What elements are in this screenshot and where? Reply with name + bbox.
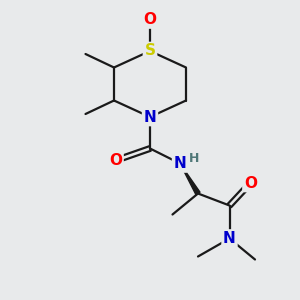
Text: N: N <box>144 110 156 124</box>
Text: H: H <box>189 152 200 165</box>
Text: O: O <box>244 176 257 190</box>
Text: O: O <box>109 153 122 168</box>
Text: S: S <box>145 44 155 59</box>
Text: O: O <box>143 12 157 27</box>
Text: N: N <box>223 231 236 246</box>
Polygon shape <box>180 164 200 195</box>
Text: N: N <box>174 156 186 171</box>
